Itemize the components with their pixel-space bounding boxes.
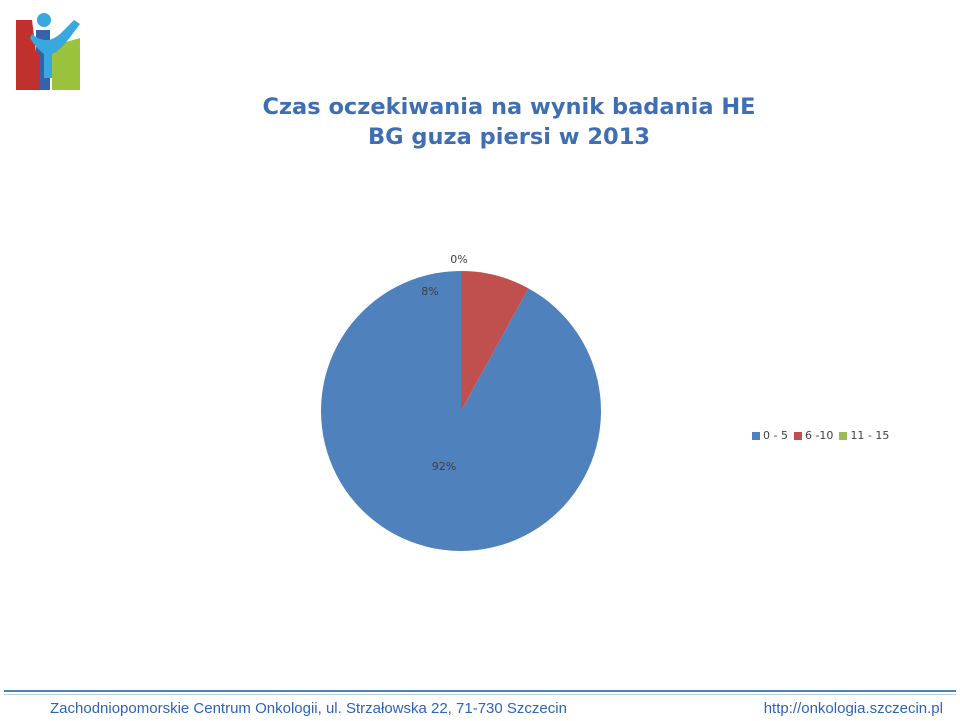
legend-label-0: 0 - 5 — [763, 429, 788, 442]
slice-label-1: 8% — [421, 285, 438, 298]
slice-label-0: 92% — [432, 460, 456, 473]
footer-divider-thin — [4, 694, 956, 695]
chart-title-line-1: Czas oczekiwania na wynik badania HE — [262, 94, 756, 120]
legend-item-1: 6 -10 — [793, 429, 834, 442]
legend-label-2: 11 - 15 — [850, 429, 890, 442]
chart-legend: 0 - 5 6 -10 11 - 15 — [752, 429, 895, 442]
slice-label-2: 0% — [450, 253, 467, 266]
legend-item-2: 11 - 15 — [839, 429, 889, 442]
legend-label-1: 6 -10 — [804, 429, 834, 442]
legend-swatch-1 — [793, 431, 802, 440]
legend-swatch-2 — [839, 431, 848, 440]
pie-slice-0 — [320, 271, 601, 551]
logo-icon — [16, 13, 80, 90]
legend-swatch-0 — [752, 431, 760, 440]
footer-address: Zachodniopomorskie Centrum Onkologii, ul… — [50, 700, 567, 717]
chart-title: Czas oczekiwania na wynik badania HE BG … — [209, 92, 809, 152]
pie-slice-1 — [461, 271, 529, 411]
footer-divider — [4, 690, 956, 692]
chart-title-line-2: BG guza piersi w 2013 — [367, 124, 651, 150]
legend-item-0: 0 - 5 — [752, 429, 788, 442]
footer-link[interactable]: http://onkologia.szczecin.pl — [763, 700, 943, 717]
